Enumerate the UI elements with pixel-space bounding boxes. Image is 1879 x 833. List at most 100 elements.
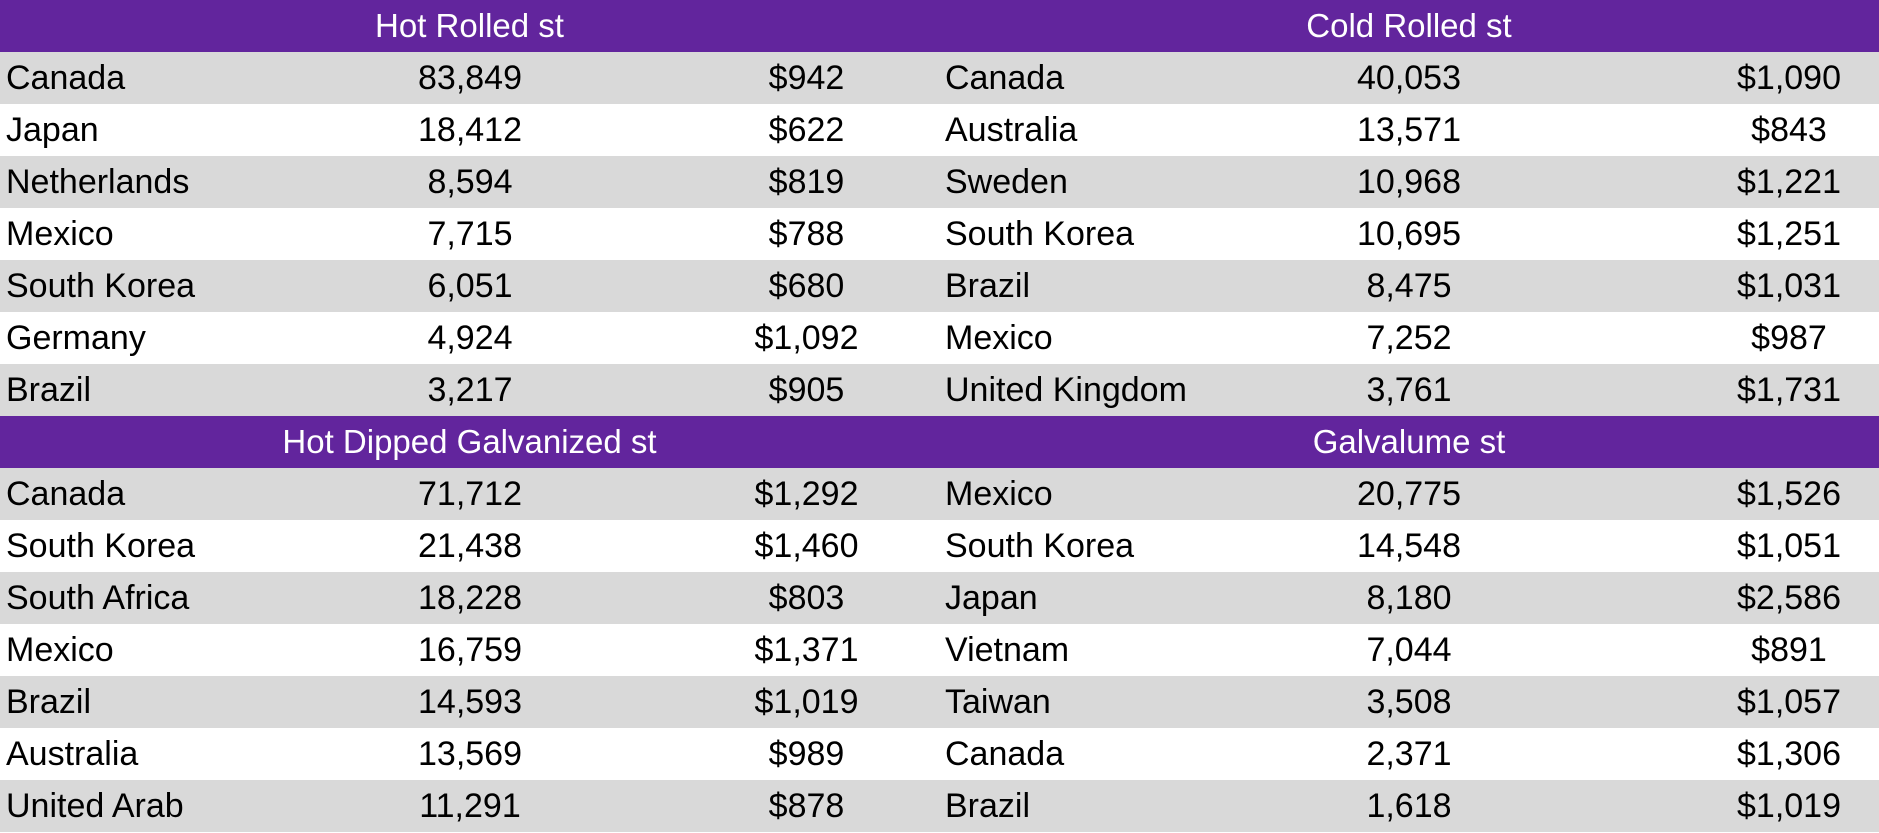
table-row: Canada 71,712 $1,292 [0, 468, 939, 520]
price-cell: $1,371 [754, 630, 859, 669]
table-row: Brazil 8,475 $1,031 [939, 260, 1879, 312]
tons-cell: 2,371 [1366, 734, 1452, 773]
tons-cell: 6,051 [427, 266, 513, 305]
country-cell: South Korea [6, 266, 196, 305]
price-cell: $1,090 [1737, 58, 1841, 97]
table-row: United Kingdom 3,761 $1,731 [939, 364, 1879, 416]
tons-cell: 7,252 [1366, 318, 1452, 357]
tons-cell: 8,180 [1366, 578, 1452, 617]
tons-cell: 20,775 [1357, 474, 1461, 513]
tons-cell: 21,438 [418, 526, 522, 565]
price-cell: $788 [768, 214, 845, 253]
table-row: South Korea 14,548 $1,051 [939, 520, 1879, 572]
panel-galvalume: Galvalume st Mexico 20,775 $1,526 South Kor… [939, 416, 1879, 832]
tons-cell: 71,712 [418, 474, 522, 513]
tons-cell: 1,618 [1366, 786, 1452, 825]
country-cell: Mexico [945, 474, 1053, 513]
country-cell: United Kingdom [945, 370, 1187, 409]
table-row: Canada 40,053 $1,090 [939, 52, 1879, 104]
price-cell: $1,221 [1737, 162, 1841, 201]
price-cell: $1,031 [1737, 266, 1841, 305]
table-row: Canada 83,849 $942 [0, 52, 939, 104]
price-cell: $843 [1751, 110, 1827, 149]
price-cell: $1,019 [754, 682, 859, 721]
table-row: Brazil 3,217 $905 [0, 364, 939, 416]
panel-cold-rolled: Cold Rolled st Canada 40,053 $1,090 Austral… [939, 0, 1879, 416]
table-row: Sweden 10,968 $1,221 [939, 156, 1879, 208]
price-cell: $622 [768, 110, 845, 149]
country-cell: Australia [945, 110, 1078, 149]
tons-cell: 18,412 [418, 110, 522, 149]
country-cell: South Africa [6, 578, 190, 617]
table-row: Mexico 20,775 $1,526 [939, 468, 1879, 520]
country-cell: Taiwan [945, 682, 1051, 721]
panel-title: Hot Dipped Galvanized st [0, 416, 939, 468]
table-row: Vietnam 7,044 $891 [939, 624, 1879, 676]
country-cell: Australia [6, 734, 139, 773]
tons-cell: 40,053 [1357, 58, 1461, 97]
tons-cell: 16,759 [418, 630, 522, 669]
table-row: Netherlands 8,594 $819 [0, 156, 939, 208]
tons-cell: 14,593 [418, 682, 522, 721]
country-cell: Brazil [945, 266, 1031, 305]
tons-cell: 11,291 [419, 786, 521, 825]
panel-hot-rolled: Hot Rolled st Canada 83,849 $942 Japan 18,41… [0, 0, 939, 416]
price-cell: $819 [768, 162, 845, 201]
price-cell: $891 [1751, 630, 1827, 669]
table-row: Canada 2,371 $1,306 [939, 728, 1879, 780]
table-row: Australia 13,571 $843 [939, 104, 1879, 156]
table-row: Mexico 16,759 $1,371 [0, 624, 939, 676]
table-row: South Korea 21,438 $1,460 [0, 520, 939, 572]
country-cell: Vietnam [945, 630, 1070, 669]
tons-cell: 13,569 [418, 734, 522, 773]
panel-rows: Canada 71,712 $1,292 South Korea 21,438 $1,46… [0, 468, 939, 832]
price-cell: $1,306 [1737, 734, 1841, 773]
tons-cell: 3,761 [1366, 370, 1452, 409]
panel-title: Cold Rolled st [939, 0, 1879, 52]
table-row: Mexico 7,715 $788 [0, 208, 939, 260]
tons-cell: 3,508 [1366, 682, 1452, 721]
country-cell: Brazil [6, 370, 92, 409]
table-row: Brazil 14,593 $1,019 [0, 676, 939, 728]
tons-cell: 14,548 [1357, 526, 1461, 565]
country-cell: Canada [945, 58, 1065, 97]
table-row: United Arab 11,291 $878 [0, 780, 939, 832]
price-cell: $1,057 [1737, 682, 1841, 721]
panel-title: Hot Rolled st [0, 0, 939, 52]
table-row: South Africa 18,228 $803 [0, 572, 939, 624]
price-cell: $1,019 [1737, 786, 1841, 825]
price-cell: $987 [1751, 318, 1827, 357]
tons-cell: 10,968 [1357, 162, 1461, 201]
price-cell: $680 [768, 266, 845, 305]
country-cell: Netherlands [6, 162, 190, 201]
price-cell: $989 [768, 734, 845, 773]
country-cell: South Korea [6, 526, 196, 565]
tons-cell: 7,715 [427, 214, 513, 253]
table-row: Taiwan 3,508 $1,057 [939, 676, 1879, 728]
tons-cell: 10,695 [1357, 214, 1461, 253]
country-cell: Mexico [6, 214, 114, 253]
country-cell: Japan [6, 110, 99, 149]
country-cell: Mexico [6, 630, 114, 669]
country-cell: Brazil [945, 786, 1031, 825]
price-cell: $803 [768, 578, 845, 617]
price-cell: $1,051 [1737, 526, 1841, 565]
price-cell: $878 [768, 786, 845, 825]
table-row: Japan 8,180 $2,586 [939, 572, 1879, 624]
country-cell: Canada [6, 474, 126, 513]
country-cell: Germany [6, 318, 146, 357]
tons-cell: 18,228 [418, 578, 522, 617]
price-cell: $1,526 [1737, 474, 1841, 513]
panel-rows: Canada 83,849 $942 Japan 18,412 $622 Netherlan… [0, 52, 939, 416]
country-cell: Brazil [6, 682, 92, 721]
country-cell: South Korea [945, 214, 1135, 253]
tons-cell: 83,849 [418, 58, 522, 97]
tons-cell: 7,044 [1366, 630, 1452, 669]
table-row: South Korea 6,051 $680 [0, 260, 939, 312]
country-cell: Japan [945, 578, 1038, 617]
tons-cell: 4,924 [427, 318, 513, 357]
country-cell: South Korea [945, 526, 1135, 565]
country-cell: Canada [6, 58, 126, 97]
country-cell: Sweden [945, 162, 1068, 201]
country-cell: Mexico [945, 318, 1053, 357]
